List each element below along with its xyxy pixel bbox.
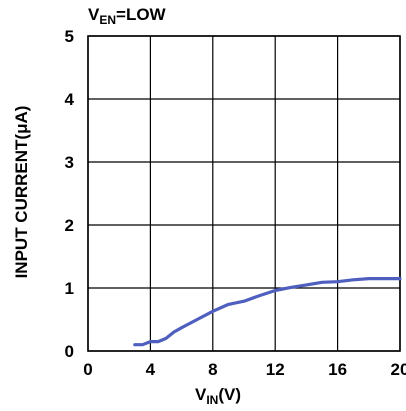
x-tick-labels: 0 4 8 12 16 20 — [83, 360, 406, 379]
y-tick-label-0: 0 — [65, 342, 74, 361]
y-tick-label-4: 4 — [65, 90, 75, 109]
plot-area-frame — [87, 35, 401, 352]
grid — [87, 35, 401, 352]
y-tick-label-5: 5 — [65, 27, 74, 46]
y-tick-label-1: 1 — [65, 279, 74, 298]
chart-title-subscript: EN — [99, 13, 116, 27]
x-axis-title-main: V — [195, 385, 207, 404]
chart-title-suffix: =LOW — [116, 5, 167, 24]
x-axis-title: VIN(V) — [195, 385, 241, 407]
y-tick-label-2: 2 — [65, 216, 74, 235]
x-axis-title-suffix: (V) — [218, 385, 241, 404]
x-tick-label-0: 0 — [83, 360, 92, 379]
y-axis-title: INPUT CURRENT(μA) — [12, 106, 31, 279]
y-tick-label-3: 3 — [65, 153, 74, 172]
series-line — [133, 277, 402, 347]
x-tick-label-4: 4 — [146, 360, 156, 379]
y-tick-labels: 0 1 2 3 4 5 — [65, 27, 75, 361]
x-tick-label-20: 20 — [391, 360, 406, 379]
chart-title-main: V — [88, 5, 100, 24]
x-tick-label-8: 8 — [208, 360, 217, 379]
x-axis-title-subscript: IN — [206, 393, 218, 407]
x-tick-label-16: 16 — [328, 360, 347, 379]
x-tick-label-12: 12 — [266, 360, 285, 379]
chart-title: VEN=LOW — [88, 5, 167, 27]
